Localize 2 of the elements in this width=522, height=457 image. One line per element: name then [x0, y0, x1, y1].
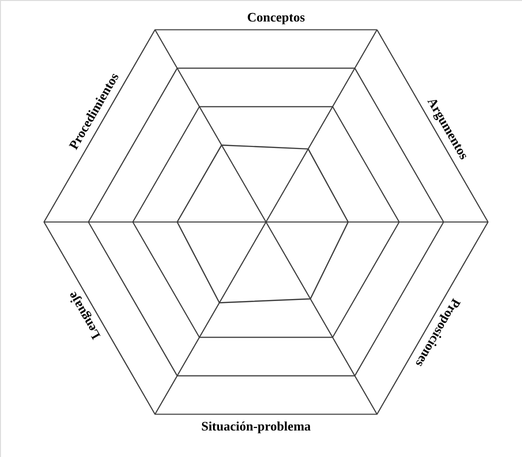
- spoke-label: Conceptos: [247, 10, 305, 25]
- spoke-label: Situación-problema: [201, 418, 312, 434]
